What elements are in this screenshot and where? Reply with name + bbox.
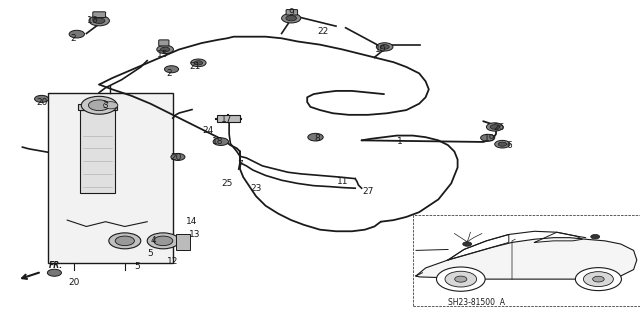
Circle shape [308, 133, 323, 141]
Circle shape [35, 95, 49, 102]
Text: 27: 27 [362, 187, 374, 196]
Circle shape [157, 45, 173, 54]
Text: 2: 2 [71, 34, 76, 43]
Text: 3: 3 [103, 101, 108, 110]
Circle shape [498, 142, 507, 146]
Text: 16: 16 [87, 16, 99, 25]
Circle shape [81, 96, 117, 114]
Bar [80, 110, 115, 193]
Circle shape [481, 134, 495, 141]
Text: FR.: FR. [49, 261, 63, 270]
Text: 15: 15 [157, 50, 169, 59]
Bar [176, 234, 190, 250]
Text: 20: 20 [36, 98, 47, 107]
Circle shape [109, 233, 141, 249]
Text: 8: 8 [314, 134, 319, 143]
FancyBboxPatch shape [159, 40, 169, 46]
Circle shape [490, 125, 499, 129]
Circle shape [161, 47, 170, 52]
Text: 1: 1 [397, 137, 403, 146]
Text: 12: 12 [167, 257, 179, 266]
Text: 5: 5 [135, 262, 140, 271]
Text: 21: 21 [189, 63, 201, 71]
Circle shape [454, 276, 467, 282]
Circle shape [376, 43, 393, 51]
Text: 17: 17 [221, 115, 233, 124]
Text: 4: 4 [151, 236, 156, 245]
Text: SH23-81500  A: SH23-81500 A [448, 298, 506, 307]
Circle shape [584, 272, 613, 286]
FancyBboxPatch shape [93, 12, 106, 18]
Text: 20: 20 [68, 278, 79, 287]
Circle shape [104, 102, 118, 109]
Circle shape [486, 123, 503, 131]
Circle shape [147, 233, 179, 249]
Text: 24: 24 [202, 126, 214, 135]
Bar [48, 93, 173, 263]
Polygon shape [416, 238, 637, 279]
Circle shape [93, 18, 105, 24]
Text: 25: 25 [221, 179, 233, 188]
Circle shape [164, 66, 179, 73]
Text: 26: 26 [493, 123, 505, 132]
Circle shape [495, 140, 510, 148]
Text: 6: 6 [506, 141, 511, 150]
Circle shape [591, 234, 600, 239]
Circle shape [445, 271, 477, 287]
Circle shape [47, 269, 61, 276]
Text: 7: 7 [237, 160, 243, 169]
Circle shape [213, 138, 228, 145]
Circle shape [191, 59, 206, 67]
Bar [413, 215, 640, 306]
Bar [78, 104, 117, 110]
Circle shape [88, 100, 110, 111]
Text: 23: 23 [250, 184, 262, 193]
Text: 10: 10 [375, 45, 387, 54]
FancyBboxPatch shape [286, 10, 298, 15]
Text: 20: 20 [170, 153, 182, 162]
Circle shape [69, 30, 84, 38]
Circle shape [286, 16, 296, 21]
Text: 18: 18 [212, 137, 223, 146]
Text: 14: 14 [186, 217, 198, 226]
Text: 5: 5 [148, 249, 153, 258]
Circle shape [89, 16, 109, 26]
Circle shape [575, 268, 621, 291]
Circle shape [194, 61, 203, 65]
Circle shape [282, 13, 301, 23]
Circle shape [593, 276, 604, 282]
Text: 22: 22 [317, 27, 329, 36]
Circle shape [380, 45, 389, 49]
Circle shape [436, 267, 485, 291]
Circle shape [154, 236, 173, 246]
Circle shape [463, 242, 472, 246]
Circle shape [115, 236, 134, 246]
Bar [217, 115, 240, 122]
Text: 11: 11 [337, 177, 348, 186]
Text: 19: 19 [484, 134, 495, 143]
Text: 13: 13 [189, 230, 201, 239]
Circle shape [171, 153, 185, 160]
Text: 9: 9 [289, 8, 294, 17]
Text: 2: 2 [167, 69, 172, 78]
